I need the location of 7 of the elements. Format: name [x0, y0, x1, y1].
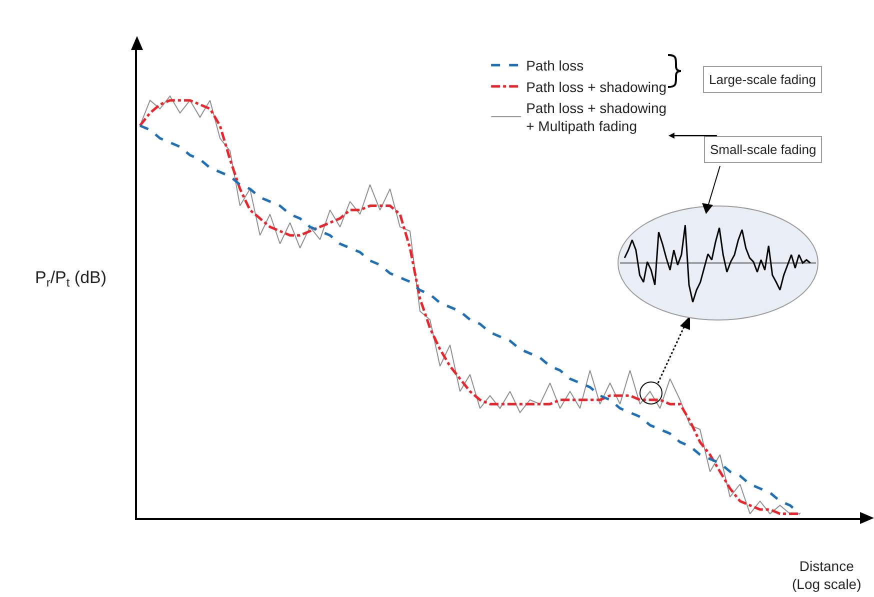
y-axis-title: P$_{r}$/P$_{t}$ (dB) [35, 268, 107, 290]
x-axis-title: Distance (Log scale) [792, 558, 862, 592]
legend-label: Path loss [526, 58, 584, 74]
annotation: Small-scale fading [710, 142, 816, 157]
text: Large-scale fading [709, 72, 816, 87]
legend-label: Path loss + shadowing [526, 78, 667, 95]
legend-label: Path loss + shadowing + Multipath fading [526, 100, 667, 134]
